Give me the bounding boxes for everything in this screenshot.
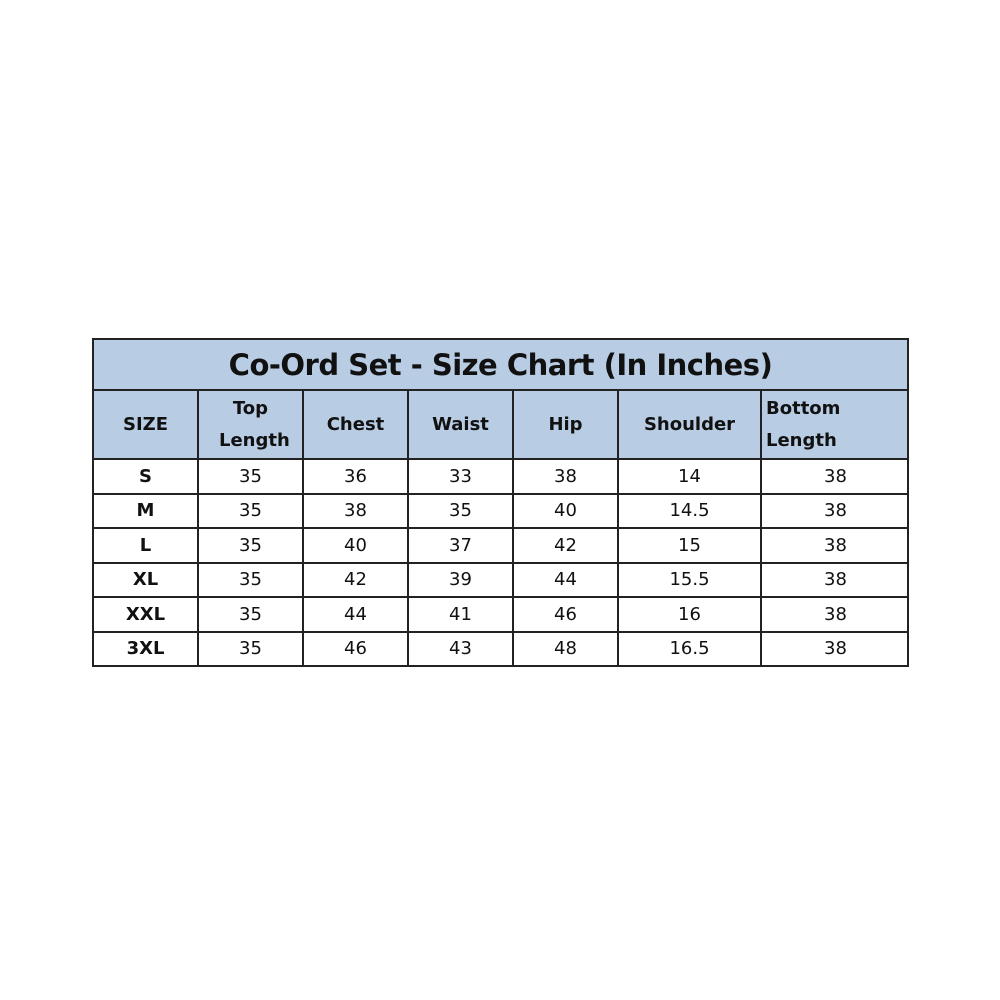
cell-shoulder: 16.5 (617, 630, 762, 667)
cell-hip: 38 (512, 458, 619, 495)
cell-shoulder: 14.5 (617, 492, 762, 529)
cell-bottom-length: 38 (760, 561, 909, 598)
cell-hip: 46 (512, 596, 619, 633)
table-title: Co-Ord Set - Size Chart (In Inches) (92, 338, 909, 391)
table-row: L 35 40 37 42 15 38 (92, 527, 909, 564)
cell-size: 3XL (92, 630, 199, 667)
cell-top-length: 35 (197, 527, 304, 564)
cell-size: L (92, 527, 199, 564)
cell-bottom-length: 38 (760, 630, 909, 667)
cell-hip: 48 (512, 630, 619, 667)
cell-top-length: 35 (197, 561, 304, 598)
cell-hip: 40 (512, 492, 619, 529)
cell-top-length: 35 (197, 630, 304, 667)
table-row: XL 35 42 39 44 15.5 38 (92, 561, 909, 598)
cell-top-length: 35 (197, 458, 304, 495)
cell-bottom-length: 38 (760, 527, 909, 564)
cell-top-length: 35 (197, 596, 304, 633)
cell-size: M (92, 492, 199, 529)
cell-shoulder: 15.5 (617, 561, 762, 598)
column-header-size: SIZE (92, 389, 199, 460)
table-row: M 35 38 35 40 14.5 38 (92, 492, 909, 529)
cell-shoulder: 16 (617, 596, 762, 633)
cell-waist: 39 (407, 561, 514, 598)
table-row: XXL 35 44 41 46 16 38 (92, 596, 909, 633)
cell-shoulder: 14 (617, 458, 762, 495)
cell-bottom-length: 38 (760, 492, 909, 529)
column-header-waist: Waist (407, 389, 514, 460)
cell-shoulder: 15 (617, 527, 762, 564)
cell-bottom-length: 38 (760, 596, 909, 633)
cell-chest: 46 (302, 630, 409, 667)
cell-waist: 33 (407, 458, 514, 495)
cell-waist: 37 (407, 527, 514, 564)
column-header-top-length: Top Length (197, 389, 304, 460)
cell-hip: 42 (512, 527, 619, 564)
cell-bottom-length: 38 (760, 458, 909, 495)
cell-waist: 43 (407, 630, 514, 667)
size-chart-table: Co-Ord Set - Size Chart (In Inches) SIZE… (92, 338, 909, 667)
cell-size: XL (92, 561, 199, 598)
cell-chest: 44 (302, 596, 409, 633)
cell-top-length: 35 (197, 492, 304, 529)
table-row: S 35 36 33 38 14 38 (92, 458, 909, 495)
cell-chest: 36 (302, 458, 409, 495)
cell-chest: 38 (302, 492, 409, 529)
cell-chest: 40 (302, 527, 409, 564)
column-header-bottom-length: Bottom Length (760, 389, 909, 460)
cell-chest: 42 (302, 561, 409, 598)
header-row: SIZE Top Length Chest Waist Hip Shoulder… (92, 389, 909, 460)
table-row: 3XL 35 46 43 48 16.5 38 (92, 630, 909, 667)
cell-waist: 35 (407, 492, 514, 529)
cell-size: XXL (92, 596, 199, 633)
column-header-chest: Chest (302, 389, 409, 460)
column-header-shoulder: Shoulder (617, 389, 762, 460)
column-header-hip: Hip (512, 389, 619, 460)
cell-hip: 44 (512, 561, 619, 598)
cell-waist: 41 (407, 596, 514, 633)
cell-size: S (92, 458, 199, 495)
